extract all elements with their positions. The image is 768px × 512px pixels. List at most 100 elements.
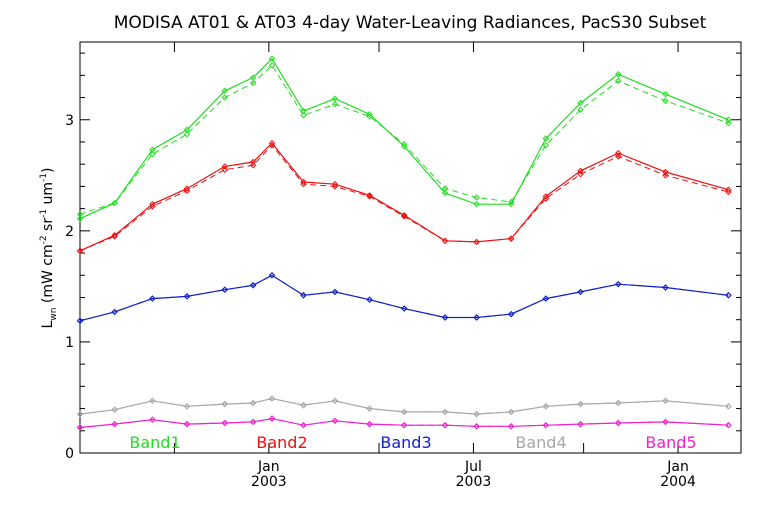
band4-dashed-point: [577, 400, 584, 408]
band2-dashed-point: [577, 170, 584, 178]
band4-dashed-point: [221, 400, 228, 408]
band5-dashed-point: [577, 420, 584, 428]
band1-solid-point: [300, 107, 307, 115]
x-tick-label-year: 2004: [660, 474, 696, 490]
band5-dashed-point: [331, 417, 339, 424]
band4-dashed-point: [76, 410, 84, 418]
band3-dashed-point: [183, 293, 191, 300]
band1-solid-point: [366, 110, 373, 118]
band1-solid-point: [662, 91, 669, 98]
y-label-sup1: -2: [39, 235, 49, 244]
band1-dashed-point: [76, 210, 84, 218]
band2-dashed-point: [441, 237, 449, 245]
band1-dashed-point: [441, 185, 449, 192]
band5-dashed-point: [300, 422, 307, 429]
band3-dashed-point: [111, 308, 118, 316]
band1-dashed-line: [79, 64, 729, 215]
x-tick-label-month: Jan: [666, 459, 689, 475]
band5-dashed-point: [725, 422, 732, 429]
band1-dashed-point: [366, 113, 373, 120]
band2-solid-point: [400, 212, 408, 219]
legend-band1: Band1: [129, 433, 180, 452]
band1-solid-point: [268, 55, 276, 62]
band3-dashed-point: [725, 292, 732, 299]
y-label-units: (mW cm: [40, 244, 56, 307]
y-tick-label: 2: [65, 224, 74, 240]
band3-dashed-point: [300, 292, 307, 299]
band1-solid-point: [441, 189, 449, 197]
band1-dashed-point: [508, 198, 515, 206]
band1-dashed-point: [577, 106, 584, 113]
x-tick-label-month: Jul: [464, 459, 482, 475]
x-tick-label-year: 2003: [251, 474, 287, 490]
legend-band5: Band5: [645, 433, 696, 452]
band1-dashed-point: [473, 194, 480, 201]
band1-solid-point: [577, 99, 584, 107]
band3-dashed-point: [473, 314, 480, 321]
band1-solid-point: [615, 71, 622, 78]
band1-solid-point: [76, 215, 84, 222]
band2-dashed-point: [300, 180, 307, 188]
chart-title: MODISA AT01 & AT03 4-day Water-Leaving R…: [114, 13, 707, 33]
band4-dashed-point: [441, 408, 449, 416]
band5-dashed-point: [76, 424, 84, 431]
band1-solid-point: [221, 87, 228, 95]
band3-dashed-point: [577, 288, 584, 296]
band5-dashed-point: [508, 423, 515, 430]
band2-dashed-point: [331, 183, 339, 190]
band4-solid-line: [79, 397, 729, 415]
band1-dashed-point: [615, 77, 622, 85]
band5-dashed-point: [366, 420, 373, 428]
band4-dashed-point: [662, 397, 669, 404]
band1-solid-point: [331, 95, 339, 102]
band5-solid-line: [79, 417, 729, 429]
band2-solid-point: [111, 232, 118, 239]
band2-dashed-point: [662, 172, 669, 179]
band5-dashed-point: [249, 418, 257, 426]
band1-solid-point: [542, 135, 550, 142]
legend-band3: Band3: [380, 433, 431, 452]
band3-dashed-point: [615, 280, 622, 288]
x-tick-label-year: 2003: [456, 474, 492, 490]
y-label-sup2: -1: [39, 209, 49, 218]
band3-dashed-point: [400, 305, 408, 312]
band5-dashed-point: [183, 420, 191, 428]
band2-dashed-point: [725, 188, 732, 196]
band3-dashed-point: [76, 317, 84, 325]
band2-solid-point: [183, 185, 191, 192]
band5-dashed-point: [149, 416, 156, 423]
band1-dashed-point: [183, 130, 191, 138]
band1-solid-point: [508, 200, 515, 208]
band2-dashed-point: [400, 213, 408, 220]
band3-dashed-point: [366, 296, 373, 303]
band5-dashed-point: [542, 422, 550, 429]
y-tick-label: 1: [65, 335, 74, 351]
band1-dashed-point: [111, 199, 118, 207]
band4-dashed-point: [473, 410, 480, 418]
legend-band2: Band2: [256, 433, 307, 452]
y-label-sub: wn: [49, 308, 59, 321]
band2-dashed-point: [183, 187, 191, 195]
band1-dashed-point: [542, 142, 550, 149]
band2-dashed-point: [221, 166, 228, 173]
band2-solid-point: [300, 178, 307, 186]
band1-solid-point: [473, 200, 480, 208]
band1-dashed-point: [662, 97, 669, 105]
band4-dashed-point: [508, 408, 515, 416]
band1-solid-point: [183, 126, 191, 133]
band2-solid-point: [268, 139, 276, 147]
band1-dashed-point: [331, 100, 339, 108]
band2-dashed-point: [249, 162, 257, 169]
band2-solid-point: [149, 200, 156, 208]
y-label-main: L: [40, 320, 56, 328]
band5-dashed-point: [400, 422, 408, 429]
band1-dashed-point: [268, 62, 276, 69]
band4-dashed-point: [268, 395, 276, 402]
band2-dashed-point: [149, 203, 156, 210]
band2-dashed-point: [508, 235, 515, 242]
band1-solid-line: [79, 57, 729, 220]
band2-solid-line: [79, 142, 729, 252]
band5-dashed-point: [268, 415, 276, 422]
band3-dashed-point: [249, 282, 257, 289]
